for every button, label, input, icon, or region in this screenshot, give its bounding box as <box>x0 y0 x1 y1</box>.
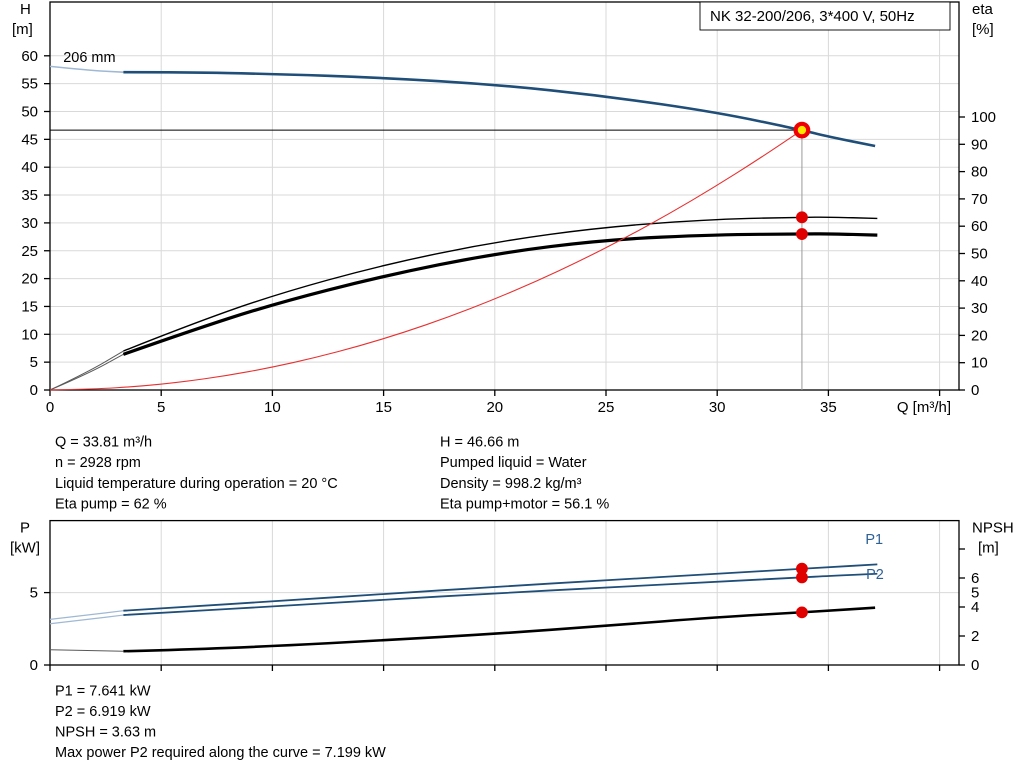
svg-text:206 mm: 206 mm <box>63 50 115 66</box>
svg-text:25: 25 <box>21 243 38 260</box>
svg-text:35: 35 <box>21 187 38 204</box>
svg-text:100: 100 <box>971 109 996 126</box>
svg-text:Max power P2 required along th: Max power P2 required along the curve = … <box>55 745 386 761</box>
svg-text:Q = 33.81 m³/h: Q = 33.81 m³/h <box>55 435 152 451</box>
svg-text:40: 40 <box>21 159 38 176</box>
svg-text:P2: P2 <box>866 567 884 583</box>
svg-text:Pumped liquid = Water: Pumped liquid = Water <box>440 455 587 471</box>
svg-text:60: 60 <box>21 48 38 65</box>
svg-text:30: 30 <box>971 300 988 317</box>
svg-text:NPSH: NPSH <box>972 520 1014 537</box>
svg-text:45: 45 <box>21 131 38 148</box>
svg-text:30: 30 <box>21 215 38 232</box>
svg-text:5: 5 <box>30 354 38 371</box>
svg-text:Eta pump+motor = 56.1 %: Eta pump+motor = 56.1 % <box>440 497 609 513</box>
svg-text:Liquid temperature during oper: Liquid temperature during operation = 20… <box>55 476 338 492</box>
svg-text:25: 25 <box>598 399 615 416</box>
svg-text:NK 32-200/206, 3*400 V, 50Hz: NK 32-200/206, 3*400 V, 50Hz <box>710 8 915 25</box>
svg-text:2: 2 <box>971 628 979 645</box>
svg-text:4: 4 <box>971 599 979 616</box>
svg-text:5: 5 <box>971 585 979 602</box>
svg-text:eta: eta <box>972 1 994 18</box>
svg-text:20: 20 <box>971 327 988 344</box>
svg-text:[%]: [%] <box>972 21 994 38</box>
svg-text:20: 20 <box>486 399 503 416</box>
svg-text:0: 0 <box>971 657 979 674</box>
svg-text:5: 5 <box>157 399 165 416</box>
svg-text:Density = 998.2 kg/m³: Density = 998.2 kg/m³ <box>440 476 582 492</box>
svg-text:50: 50 <box>971 246 988 263</box>
svg-text:Eta pump = 62 %: Eta pump = 62 % <box>55 497 167 513</box>
svg-text:10: 10 <box>21 326 38 343</box>
svg-text:20: 20 <box>21 271 38 288</box>
svg-text:n = 2928 rpm: n = 2928 rpm <box>55 455 141 471</box>
svg-text:H: H <box>20 1 31 18</box>
svg-text:5: 5 <box>30 585 38 602</box>
svg-text:[kW]: [kW] <box>10 540 40 557</box>
svg-text:[m]: [m] <box>978 540 999 557</box>
svg-text:0: 0 <box>30 657 38 674</box>
svg-text:90: 90 <box>971 136 988 153</box>
svg-text:10: 10 <box>971 355 988 372</box>
svg-text:[m]: [m] <box>12 21 33 38</box>
svg-text:55: 55 <box>21 76 38 93</box>
svg-text:40: 40 <box>971 273 988 290</box>
svg-text:50: 50 <box>21 104 38 121</box>
svg-text:P: P <box>20 520 30 537</box>
svg-text:15: 15 <box>375 399 392 416</box>
svg-text:35: 35 <box>820 399 837 416</box>
svg-text:10: 10 <box>264 399 281 416</box>
svg-text:Q [m³/h]: Q [m³/h] <box>897 399 951 416</box>
svg-text:P1: P1 <box>865 532 883 548</box>
svg-text:30: 30 <box>709 399 726 416</box>
svg-text:0: 0 <box>46 399 54 416</box>
svg-text:NPSH = 3.63 m: NPSH = 3.63 m <box>55 725 156 741</box>
svg-text:0: 0 <box>971 382 979 399</box>
svg-text:P2 = 6.919 kW: P2 = 6.919 kW <box>55 704 151 720</box>
svg-text:0: 0 <box>30 382 38 399</box>
svg-text:15: 15 <box>21 298 38 315</box>
svg-text:60: 60 <box>971 218 988 235</box>
svg-text:6: 6 <box>971 570 979 587</box>
svg-text:70: 70 <box>971 191 988 208</box>
svg-text:P1 = 7.641 kW: P1 = 7.641 kW <box>55 683 151 699</box>
svg-text:H = 46.66 m: H = 46.66 m <box>440 435 519 451</box>
svg-text:80: 80 <box>971 164 988 181</box>
